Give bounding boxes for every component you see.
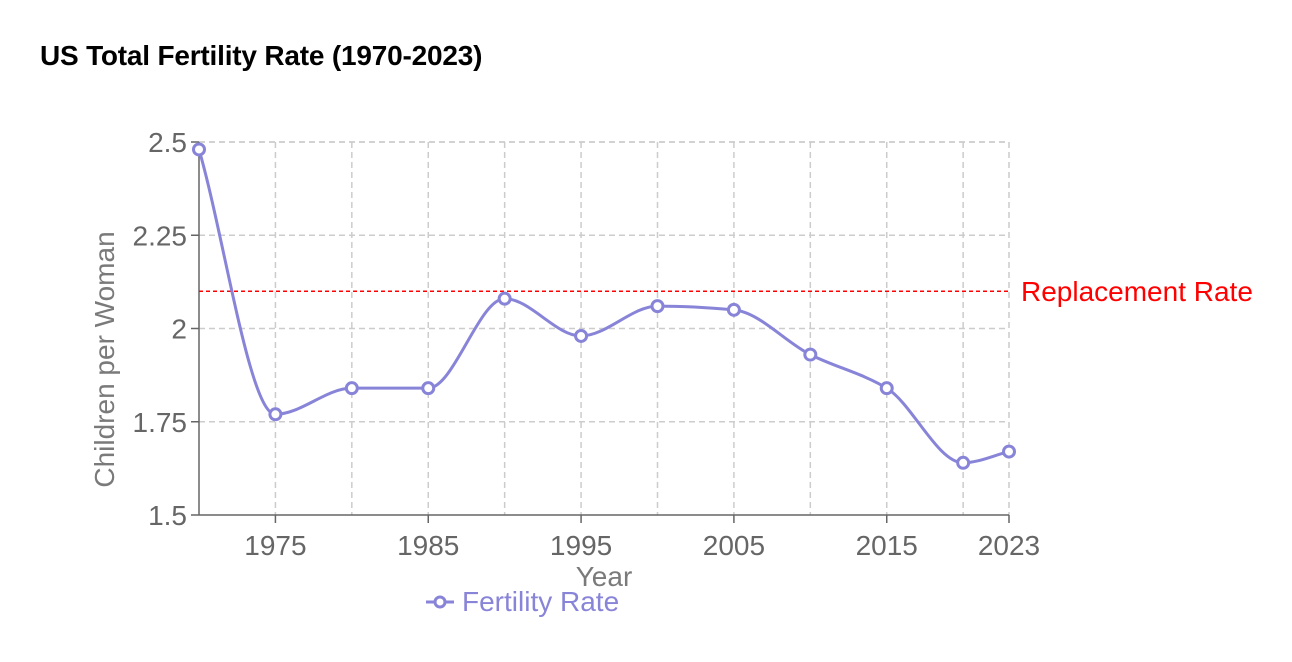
x-tick-label: 2023	[978, 530, 1040, 561]
x-tick-label: 2015	[856, 530, 918, 561]
data-point	[650, 299, 665, 314]
x-tick-label: 2005	[703, 530, 765, 561]
y-tick-label: 2.25	[133, 220, 188, 251]
axes	[191, 141, 1010, 523]
x-tick-label: 1985	[397, 530, 459, 561]
y-axis-title: Children per Woman	[89, 231, 120, 487]
x-axis-title: Year	[576, 561, 633, 592]
x-tick-label: 1995	[550, 530, 612, 561]
data-point	[192, 142, 206, 157]
data-point	[268, 407, 283, 422]
series-group	[192, 142, 1016, 470]
data-point	[1002, 444, 1016, 459]
data-point	[421, 381, 436, 396]
data-point	[497, 291, 512, 306]
y-tick-label: 2.5	[148, 127, 187, 158]
reference-line-group: Replacement Rate	[199, 276, 1253, 307]
data-point	[803, 347, 818, 362]
legend-label: Fertility Rate	[462, 586, 619, 617]
legend-dot-marker	[433, 595, 447, 609]
data-point	[726, 302, 741, 317]
x-tick-label: 1975	[244, 530, 306, 561]
replacement-rate-label: Replacement Rate	[1021, 276, 1253, 307]
fertility-rate-line	[197, 149, 1010, 465]
data-point	[574, 328, 589, 343]
chart-title: US Total Fertility Rate (1970-2023)	[40, 40, 483, 71]
y-tick-label: 1.5	[148, 500, 187, 531]
data-point	[879, 381, 894, 396]
y-tick-label: 2	[171, 314, 187, 345]
data-point	[956, 455, 971, 470]
tick-labels: 1.5 1.75 2 2.25 2.5 1975 1985 1995 2005 2015 2023	[133, 127, 1041, 561]
legend[interactable]: Fertility Rate	[426, 586, 619, 617]
data-point	[344, 381, 359, 396]
y-tick-label: 1.75	[133, 407, 188, 438]
